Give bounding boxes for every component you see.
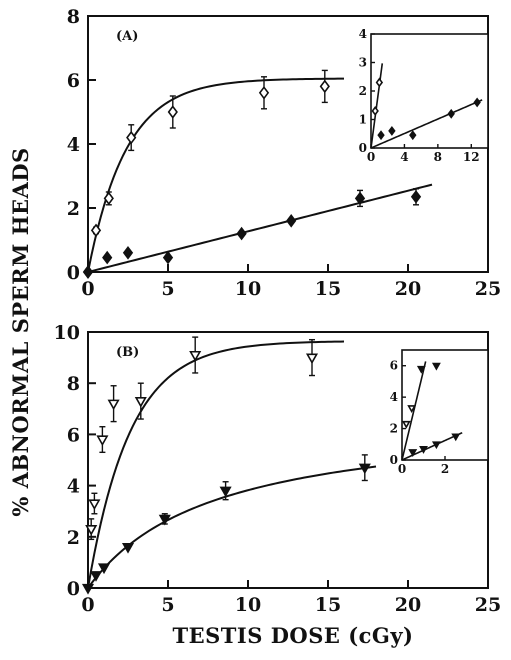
x-tick-label: 10 bbox=[235, 594, 261, 616]
inset-plot: 0 2 0 2 4 6 bbox=[390, 349, 489, 476]
inset-data-point bbox=[409, 130, 417, 141]
inset-y-tick-label: 4 bbox=[359, 27, 367, 41]
inset-data-point bbox=[388, 125, 396, 136]
panel-label: (B) bbox=[116, 345, 139, 360]
x-tick-label: 25 bbox=[475, 594, 501, 616]
x-tick-label: 5 bbox=[161, 594, 174, 616]
data-point bbox=[162, 250, 174, 265]
data-point bbox=[286, 213, 297, 228]
inset-data-point bbox=[419, 446, 428, 454]
y-tick-label: 8 bbox=[67, 373, 80, 395]
data-point bbox=[82, 265, 94, 279]
inset-data-point bbox=[377, 130, 385, 141]
data-point bbox=[107, 399, 120, 411]
inset-data-point bbox=[407, 405, 417, 414]
y-tick-label: 6 bbox=[67, 424, 80, 446]
data-point bbox=[102, 250, 113, 265]
y-tick-label: 8 bbox=[67, 6, 80, 28]
data-point bbox=[88, 499, 101, 511]
data-point bbox=[258, 85, 270, 100]
fit-curve bbox=[87, 340, 345, 589]
data-point bbox=[358, 463, 371, 475]
x-tick-label: 5 bbox=[161, 278, 174, 300]
data-point bbox=[121, 542, 135, 554]
y-tick-label: 4 bbox=[67, 476, 80, 498]
data-point bbox=[122, 245, 134, 260]
data-point bbox=[90, 223, 102, 238]
x-tick-label: 20 bbox=[395, 594, 421, 616]
data-point bbox=[134, 397, 147, 408]
y-tick-label: 6 bbox=[67, 70, 80, 92]
panel-label: (A) bbox=[116, 29, 138, 44]
x-tick-label: 10 bbox=[235, 278, 261, 300]
inset-data-point bbox=[416, 365, 426, 374]
inset-x-tick-label: 12 bbox=[463, 150, 480, 164]
data-point bbox=[236, 226, 247, 241]
x-tick-label: 20 bbox=[395, 278, 421, 300]
y-tick-label: 0 bbox=[67, 578, 80, 600]
data-point bbox=[126, 130, 137, 145]
inset-x-tick-label: 8 bbox=[434, 150, 442, 164]
inset-data-point bbox=[375, 77, 384, 88]
x-tick-label: 0 bbox=[81, 594, 94, 616]
inset-fit-line bbox=[370, 99, 483, 149]
data-point bbox=[219, 486, 232, 498]
data-point bbox=[103, 191, 114, 206]
y-tick-label: 2 bbox=[67, 527, 80, 549]
inset-y-tick-label: 0 bbox=[359, 141, 367, 155]
inset-y-tick-label: 6 bbox=[390, 359, 398, 373]
inset-y-tick-label: 1 bbox=[359, 113, 367, 127]
x-tick-label: 15 bbox=[315, 594, 341, 616]
inset-x-tick-label: 4 bbox=[400, 150, 408, 164]
y-tick-label: 0 bbox=[67, 262, 80, 284]
inset-y-tick-label: 2 bbox=[390, 422, 398, 436]
data-point bbox=[96, 435, 109, 447]
fit-curve bbox=[87, 183, 433, 273]
data-point bbox=[81, 583, 95, 595]
inset-y-tick-label: 0 bbox=[390, 453, 398, 467]
data-point bbox=[167, 105, 178, 119]
inset-data-point bbox=[473, 97, 481, 108]
data-point bbox=[97, 563, 111, 575]
inset-data-point bbox=[431, 441, 441, 450]
inset-data-point bbox=[447, 108, 455, 119]
data-point bbox=[319, 79, 330, 94]
inset-y-tick-label: 4 bbox=[390, 390, 398, 404]
y-tick-label: 10 bbox=[54, 322, 80, 344]
inset-data-point bbox=[401, 420, 411, 429]
data-point bbox=[189, 350, 202, 362]
x-tick-label: 25 bbox=[475, 278, 501, 300]
inset-y-tick-label: 3 bbox=[359, 56, 367, 70]
data-point bbox=[354, 191, 366, 206]
inset-x-tick-label: 0 bbox=[398, 462, 406, 476]
y-tick-label: 2 bbox=[67, 198, 80, 220]
inset-data-point bbox=[431, 362, 441, 371]
inset-data-point bbox=[408, 449, 418, 458]
data-point bbox=[85, 525, 98, 536]
x-tick-label: 0 bbox=[81, 278, 94, 300]
inset-y-tick-label: 2 bbox=[359, 84, 367, 98]
y-tick-label: 4 bbox=[67, 134, 80, 156]
inset-fit-line bbox=[401, 361, 427, 461]
data-point bbox=[410, 189, 422, 204]
inset-data-point bbox=[371, 106, 379, 116]
fit-curve bbox=[87, 77, 345, 273]
inset-frame bbox=[401, 349, 489, 461]
inset-data-point bbox=[451, 433, 461, 442]
inset-fit-line bbox=[370, 63, 384, 149]
fit-curve bbox=[87, 465, 377, 589]
inset-x-tick-label: 2 bbox=[441, 462, 449, 476]
data-point bbox=[158, 514, 171, 526]
data-point bbox=[89, 571, 103, 582]
y-axis-title: % ABNORMAL SPERM HEADS bbox=[8, 147, 33, 516]
inset-x-tick-label: 0 bbox=[367, 150, 375, 164]
x-axis-title: TESTIS DOSE (cGy) bbox=[172, 623, 413, 648]
data-point bbox=[305, 353, 319, 365]
x-tick-label: 15 bbox=[315, 278, 341, 300]
